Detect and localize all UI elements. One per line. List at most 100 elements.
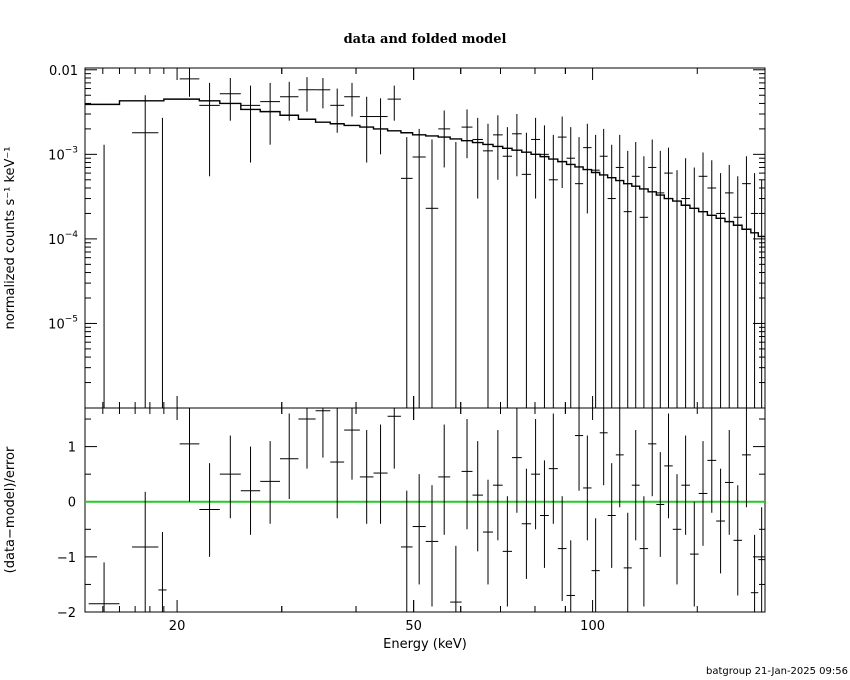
data-point: [591, 134, 600, 408]
data-point: [461, 109, 473, 159]
data-point: [698, 152, 708, 408]
data-point: [240, 85, 261, 163]
y-tick-label: 10−5: [48, 314, 78, 332]
residual-point: [599, 408, 608, 486]
data-point: [330, 88, 345, 133]
residual-point: [656, 452, 665, 557]
top-axis-ticks: [85, 68, 765, 409]
data-point: [531, 117, 541, 199]
residual-data-points: [88, 408, 765, 612]
residual-point: [493, 430, 503, 541]
data-point: [412, 128, 426, 408]
data-point: [298, 77, 316, 112]
y-tick-label: 10−4: [48, 230, 78, 248]
residual-point: [280, 413, 299, 499]
x-tick-labels: 20 50 100: [169, 619, 605, 634]
data-point: [742, 156, 751, 408]
residual-point: [400, 490, 413, 612]
data-point: [574, 137, 584, 408]
data-point: [623, 150, 632, 408]
data-point: [158, 117, 167, 409]
data-point: [373, 98, 388, 155]
data-point: [438, 110, 451, 168]
residual-point: [412, 474, 426, 585]
data-point: [656, 150, 665, 408]
residual-point: [298, 408, 316, 469]
spectrum-data-points: [88, 68, 765, 409]
chart-title: data and folded model: [344, 32, 507, 47]
data-point: [615, 134, 624, 408]
x-tick-label: 100: [580, 619, 605, 634]
residual-point: [639, 496, 649, 607]
y-tick-label: 0: [68, 496, 76, 511]
residual-point: [387, 408, 401, 469]
residual-point: [199, 463, 220, 557]
residual-point: [566, 540, 575, 612]
data-point: [450, 141, 462, 409]
x-tick-label: 20: [169, 619, 186, 634]
residual-point: [512, 408, 522, 513]
data-point: [672, 170, 682, 409]
data-point: [219, 77, 241, 121]
residual-point: [631, 430, 640, 541]
data-point: [280, 81, 299, 121]
data-point: [689, 167, 699, 409]
data-point: [758, 179, 765, 409]
data-point: [88, 144, 120, 409]
data-point: [583, 123, 592, 214]
residual-point: [615, 408, 624, 508]
data-point: [750, 173, 759, 408]
data-point: [724, 164, 734, 408]
residual-point: [557, 496, 567, 601]
residual-point: [88, 562, 120, 612]
residual-point: [716, 468, 725, 574]
residual-point: [623, 512, 632, 612]
residual-point: [648, 408, 657, 497]
residual-point: [450, 545, 462, 612]
data-point: [548, 134, 558, 408]
bottom-y-tick-labels: 1 0 −1 −2: [57, 441, 76, 621]
residual-point: [461, 419, 473, 530]
y-tick-label: −1: [57, 551, 76, 566]
footer-timestamp: batgroup 21-Jan-2025 09:56: [706, 666, 848, 677]
y-tick-label: −2: [57, 606, 76, 621]
top-y-tick-labels: 0.01 10−3 10−4 10−5: [48, 64, 78, 333]
x-tick-label: 50: [405, 619, 422, 634]
residual-point: [672, 474, 682, 585]
data-point: [639, 156, 649, 408]
residual-point: [733, 485, 743, 596]
residual-point: [472, 441, 483, 552]
data-point: [648, 139, 657, 408]
data-point: [344, 82, 360, 117]
residual-point: [260, 441, 281, 524]
data-point: [260, 82, 281, 145]
folded-model-step-line: [85, 98, 765, 238]
data-point: [482, 123, 494, 408]
data-point: [132, 95, 159, 408]
y-tick-label: 1: [68, 441, 76, 456]
residual-point: [219, 435, 241, 519]
data-point: [179, 68, 200, 97]
data-point: [631, 141, 640, 408]
residual-point: [698, 441, 708, 546]
y-tick-label: 0.01: [49, 64, 78, 79]
residual-point: [707, 408, 717, 513]
residual-point: [438, 424, 451, 535]
data-point: [472, 117, 483, 199]
residual-point: [742, 408, 751, 508]
residual-point: [689, 501, 699, 607]
data-point: [315, 77, 331, 109]
bottom-panel-frame: [84, 407, 766, 613]
data-point: [716, 173, 725, 408]
data-point: [521, 132, 532, 408]
data-point: [199, 82, 220, 177]
residual-point: [591, 518, 600, 612]
x-axis-label: Energy (keV): [383, 637, 467, 652]
residual-point: [607, 463, 616, 568]
residual-point: [359, 430, 374, 524]
data-point: [493, 115, 503, 180]
data-point: [502, 127, 513, 408]
residual-point: [373, 424, 388, 524]
data-point: [707, 160, 717, 408]
